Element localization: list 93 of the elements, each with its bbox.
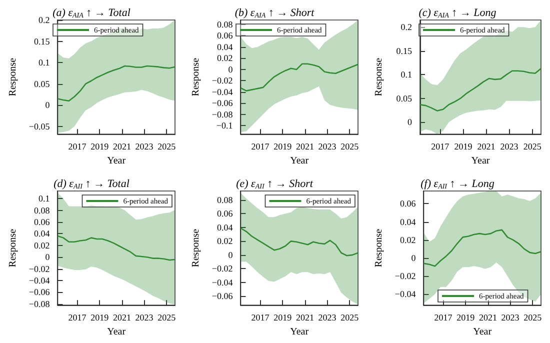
y-axis-title: Response [8,57,18,96]
x-tick-label: 2025 [524,312,542,323]
y-tick-label: 0.08 [216,19,234,30]
x-tick-label: 2017 [68,312,87,323]
x-tick-label: 2023 [135,142,154,152]
y-tick-label: 0 [411,253,416,264]
line-series [240,63,359,92]
x-tick-label: 2023 [135,312,154,323]
y-tick-label: 0 [408,117,412,128]
y-tick-label: 0.04 [400,216,416,227]
y-axis-title: Response [8,228,18,268]
y-tick-label: 0.05 [34,78,50,89]
x-axis-title: Year [107,156,126,166]
y-tick-label: −0.04 [212,277,234,288]
y-tick-label: 0.08 [34,205,50,216]
line-series [419,68,542,112]
y-tick-label: −0.06 [28,287,50,298]
y-axis-title: Response [374,228,384,268]
y-tick-label: 0 [45,100,50,110]
x-tick-label: 2021 [112,312,131,323]
x-tick-label: 2023 [501,312,520,323]
x-axis-title: Year [471,156,490,166]
x-tick-label: 2025 [158,312,176,323]
y-tick-label: 0.06 [34,217,50,228]
y-axis-title: Response [374,57,384,96]
x-tick-label: 2017 [68,142,87,152]
y-tick-label: 0 [228,64,234,74]
x-tick-label: 2019 [456,312,476,323]
x-tick-label: 2025 [340,142,360,152]
y-tick-label: 0.2 [400,22,412,32]
y-tick-label: 0.06 [216,30,234,41]
x-tick-label: 2017 [434,312,453,323]
x-axis-title: Year [473,326,492,338]
y-tick-label: 0.02 [34,240,50,250]
y-tick-label: 0.02 [216,53,233,64]
y-tick-label: −0.06 [212,291,234,302]
y-tick-label: 0.1 [38,194,50,204]
x-tick-label: 2019 [90,142,110,152]
y-tick-label: 0.1 [400,70,412,80]
y-tick-label: 0 [45,252,50,262]
x-tick-label: 2025 [340,312,360,323]
y-tick-label: 0.2 [38,15,50,25]
line-series [57,65,176,102]
y-tick-label: −0.02 [212,264,233,274]
y-tick-label: −0.02 [28,264,50,274]
y-tick-label: 0.04 [216,42,234,52]
x-axis-title: Year [290,156,310,166]
y-tick-label: 0.02 [400,234,416,245]
y-tick-label: 0.04 [216,222,234,232]
y-tick-label: −0.1 [216,120,233,131]
y-axis-title: Response [190,228,202,268]
x-tick-label: 2025 [158,142,176,152]
y-tick-label: −0.08 [212,109,234,120]
line-series [240,227,359,256]
x-tick-label: 2021 [296,142,314,152]
x-tick-label: 2023 [500,142,519,152]
y-tick-label: −0.04 [394,289,416,300]
x-tick-label: 2023 [318,312,337,323]
y-tick-label: −0.06 [212,98,234,108]
x-tick-label: 2021 [112,142,131,152]
y-tick-label: 0.06 [400,198,416,209]
x-tick-label: 2017 [251,312,270,323]
y-tick-label: 0.1 [38,58,50,68]
y-tick-label: −0.05 [28,121,50,132]
line-series [57,235,176,261]
y-tick-label: 0.08 [216,194,234,205]
x-tick-label: 2021 [478,312,497,323]
x-tick-label: 2019 [90,312,110,323]
x-tick-label: 2021 [477,142,496,152]
y-tick-label: 0.04 [34,228,50,239]
x-tick-label: 2019 [274,312,292,323]
line-series [423,229,542,267]
x-tick-label: 2017 [251,142,270,152]
y-tick-label: −0.02 [212,76,233,86]
y-tick-label: 0.15 [34,36,50,46]
x-tick-label: 2025 [523,142,542,152]
y-tick-label: −0.08 [28,298,50,309]
y-tick-label: 0.05 [396,93,412,104]
x-tick-label: 2021 [296,312,314,323]
y-tick-label: 0.15 [396,46,412,56]
y-tick-label: 0 [228,250,234,260]
y-tick-label: −0.04 [212,86,234,97]
y-tick-label: −0.04 [28,276,50,286]
y-tick-label: 0.06 [216,208,234,219]
x-tick-label: 2019 [274,142,292,152]
x-tick-label: 2019 [454,142,473,152]
x-axis-title: Year [290,326,310,338]
x-tick-label: 2023 [318,142,337,152]
x-axis-title: Year [107,326,126,338]
x-tick-label: 2017 [431,142,450,152]
y-axis-title: Response [190,57,202,96]
y-tick-label: −0.02 [394,271,416,282]
y-tick-label: 0.02 [216,236,233,246]
